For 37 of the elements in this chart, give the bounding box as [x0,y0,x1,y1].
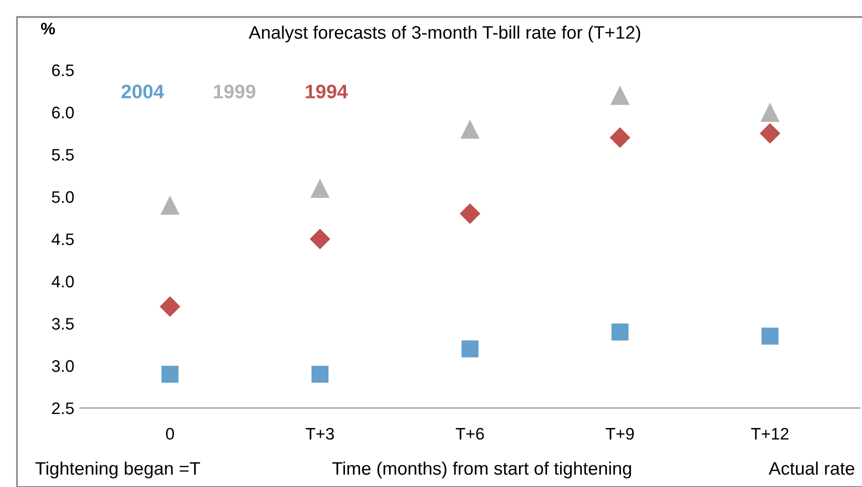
y-tick-label: 3.0 [52,360,74,372]
y-tick-label: 6.5 [52,64,74,76]
x-tick-label: T+12 [751,428,788,440]
point [310,228,330,250]
x-axis-title: Time (months) from start of tightening [332,462,632,478]
text: 1994 [306,84,348,98]
text: Actual rate [768,462,854,475]
y-tick-label: 4.0 [52,276,74,288]
point [160,196,180,215]
point [311,366,329,383]
point [610,86,630,105]
point [161,366,179,383]
x-tick-label: 0 [166,428,174,440]
y-tick-label: 5.5 [52,149,74,161]
x-tick-label: T+6 [456,428,484,440]
y-tick-label: 5.0 [52,191,74,203]
text: Tightening began =T [35,462,200,478]
point [310,178,330,198]
point [160,296,180,317]
y-tick-label: 2.5 [52,402,74,414]
chart-title: Analyst forecasts of 3-month T-bill rate for (T+12) [248,26,640,42]
point [461,340,479,358]
text: 2004 [122,84,164,98]
x-tick-label: T+9 [606,428,634,440]
point [610,127,630,148]
point [460,203,480,224]
text: 1999 [214,84,256,98]
point [460,120,480,139]
x-tick-label: T+3 [306,428,334,440]
y-tick-label: 6.0 [52,106,74,118]
point [760,123,780,144]
y-tick-label: 4.5 [52,234,74,246]
point [611,323,629,340]
point [761,328,779,345]
point [760,102,780,122]
y-axis-title: % [41,22,55,34]
y-tick-label: 3.5 [52,318,74,330]
